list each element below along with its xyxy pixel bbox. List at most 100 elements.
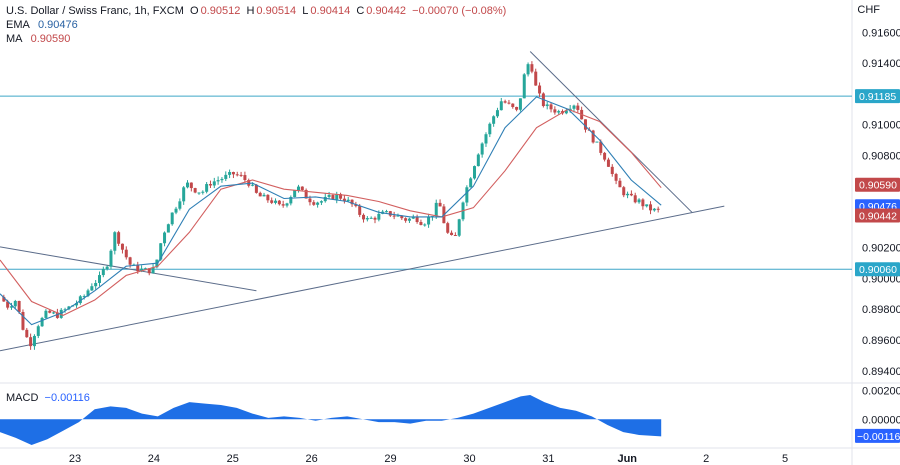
price-badge-bg bbox=[855, 262, 900, 277]
legend-ma-row[interactable]: MA 0.90590 bbox=[6, 32, 506, 46]
candle-body bbox=[331, 195, 335, 200]
candle-body bbox=[17, 300, 21, 312]
ohlc-low-label: L bbox=[302, 5, 309, 17]
candle-body bbox=[304, 189, 308, 199]
candle-body bbox=[224, 174, 228, 179]
candle-body bbox=[415, 216, 419, 223]
candle-body bbox=[599, 141, 603, 153]
candle-body bbox=[649, 204, 653, 211]
candle-body bbox=[342, 198, 346, 202]
candle-body bbox=[411, 216, 415, 219]
candle-body bbox=[335, 194, 339, 200]
candle-body bbox=[293, 190, 297, 197]
time-tick-label: 23 bbox=[69, 453, 81, 465]
candle-body bbox=[377, 213, 381, 220]
candle-body bbox=[159, 243, 163, 260]
candle-body bbox=[124, 249, 128, 258]
price-tick-label: 0.89800 bbox=[862, 304, 900, 316]
time-tick-label: 24 bbox=[148, 453, 160, 465]
candle-body bbox=[618, 180, 622, 188]
price-tick-label: 0.90200 bbox=[862, 243, 900, 255]
symbol-title[interactable]: U.S. Dollar / Swiss Franc, 1h, FXCM bbox=[6, 5, 184, 17]
candle-body bbox=[220, 178, 224, 181]
candle-body bbox=[438, 202, 442, 207]
candle-body bbox=[465, 187, 469, 203]
candle-body bbox=[476, 154, 480, 167]
candle-body bbox=[247, 180, 251, 186]
time-tick-label: 25 bbox=[227, 453, 239, 465]
chart-legend: U.S. Dollar / Swiss Franc, 1h, FXCM O 0.9… bbox=[6, 4, 506, 46]
candle-body bbox=[327, 195, 331, 197]
candle-body bbox=[197, 192, 201, 194]
candle-body bbox=[591, 130, 595, 143]
price-badge-bg bbox=[855, 89, 900, 104]
candle-body bbox=[469, 178, 473, 188]
candle-body bbox=[319, 201, 323, 203]
candle-body bbox=[641, 199, 645, 207]
candle-body bbox=[538, 85, 542, 94]
price-badge-bg bbox=[855, 177, 900, 192]
macd-legend[interactable]: MACD −0.00116 bbox=[6, 392, 90, 404]
candle-body bbox=[610, 166, 614, 175]
time-tick-label: 29 bbox=[384, 453, 396, 465]
price-tick-label: 0.89600 bbox=[862, 335, 900, 347]
ohlc-close-label: C bbox=[356, 5, 365, 17]
candle-body bbox=[78, 296, 82, 304]
candle-body bbox=[44, 310, 48, 318]
ohlc-low-value: 0.90414 bbox=[310, 5, 351, 17]
candle-body bbox=[29, 337, 33, 347]
candle-body bbox=[82, 296, 86, 298]
candle-body bbox=[140, 268, 144, 272]
candle-body bbox=[507, 102, 511, 104]
candles-group bbox=[2, 61, 660, 350]
candle-body bbox=[193, 188, 197, 193]
candle-body bbox=[212, 181, 216, 186]
macd-tick-label: 0.00200 bbox=[862, 386, 900, 398]
candle-body bbox=[170, 212, 174, 225]
candle-body bbox=[518, 98, 522, 110]
ohlc-open-value: 0.90512 bbox=[200, 5, 241, 17]
candle-body bbox=[583, 119, 587, 130]
legend-symbol-row: U.S. Dollar / Swiss Franc, 1h, FXCM O 0.9… bbox=[6, 4, 506, 18]
price-badge-level: 0.91185 bbox=[855, 89, 900, 104]
candle-body bbox=[484, 134, 488, 144]
candle-body bbox=[434, 202, 438, 217]
price-badge-level: 0.90060 bbox=[855, 262, 900, 277]
price-tick-label: 0.90800 bbox=[862, 150, 900, 162]
candle-body bbox=[522, 74, 526, 99]
candle-body bbox=[216, 180, 220, 182]
candle-body bbox=[258, 192, 262, 197]
legend-ema-row[interactable]: EMA 0.90476 bbox=[6, 18, 506, 32]
candle-body bbox=[545, 104, 549, 107]
ma-line bbox=[0, 108, 662, 317]
candle-body bbox=[90, 286, 94, 291]
candle-body bbox=[350, 199, 354, 205]
candle-body bbox=[52, 312, 56, 314]
candle-body bbox=[369, 217, 373, 219]
candle-body bbox=[515, 106, 519, 110]
candle-body bbox=[163, 232, 167, 244]
candle-body bbox=[178, 201, 182, 209]
price-tick-label: 0.91600 bbox=[862, 27, 900, 39]
candle-body bbox=[323, 196, 327, 202]
ohlc-high-value: 0.90514 bbox=[256, 5, 297, 17]
candle-body bbox=[243, 175, 247, 181]
candle-body bbox=[384, 211, 388, 213]
candle-body bbox=[109, 250, 113, 267]
candle-body bbox=[113, 232, 117, 251]
candle-body bbox=[285, 203, 289, 206]
candle-body bbox=[308, 198, 312, 203]
price-change: −0.00070 (−0.08%) bbox=[412, 5, 507, 17]
candle-body bbox=[453, 235, 457, 237]
candle-body bbox=[358, 206, 362, 215]
time-tick-label: 31 bbox=[542, 453, 554, 465]
time-tick-label: 26 bbox=[306, 453, 318, 465]
candle-body bbox=[530, 64, 534, 72]
candle-body bbox=[86, 290, 90, 297]
trendline bbox=[0, 246, 257, 292]
candle-body bbox=[9, 306, 13, 308]
candle-body bbox=[97, 275, 101, 283]
candle-body bbox=[446, 223, 450, 233]
time-tick-label: 5 bbox=[782, 453, 788, 465]
